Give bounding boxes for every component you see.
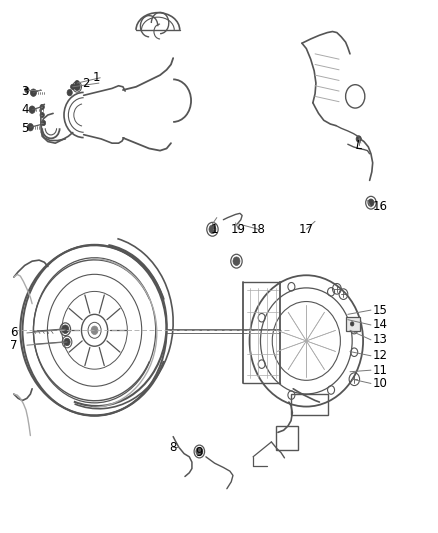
Ellipse shape <box>40 112 44 118</box>
Text: 6: 6 <box>10 326 18 340</box>
Ellipse shape <box>368 199 374 206</box>
Text: 11: 11 <box>373 364 388 377</box>
Ellipse shape <box>196 447 203 456</box>
Ellipse shape <box>25 87 29 93</box>
Ellipse shape <box>62 325 69 334</box>
Ellipse shape <box>30 89 36 96</box>
Ellipse shape <box>75 80 79 86</box>
Ellipse shape <box>350 322 354 326</box>
Text: 7: 7 <box>10 338 18 352</box>
Text: L: L <box>356 139 362 152</box>
Bar <box>346 317 360 331</box>
Text: 12: 12 <box>373 349 388 362</box>
Ellipse shape <box>209 225 216 233</box>
Ellipse shape <box>71 84 75 90</box>
Text: 5: 5 <box>21 122 28 135</box>
Ellipse shape <box>27 124 33 131</box>
Text: 18: 18 <box>251 223 266 236</box>
Ellipse shape <box>41 120 46 126</box>
Text: 13: 13 <box>373 333 388 346</box>
Text: 14: 14 <box>373 319 388 332</box>
Text: 1: 1 <box>211 223 219 236</box>
Ellipse shape <box>233 257 240 265</box>
Text: 3: 3 <box>21 85 28 98</box>
Text: 9: 9 <box>196 446 203 459</box>
Text: 19: 19 <box>231 223 246 236</box>
Ellipse shape <box>356 136 361 142</box>
Ellipse shape <box>250 275 363 407</box>
Text: 2: 2 <box>82 77 90 90</box>
Ellipse shape <box>91 326 98 335</box>
Bar <box>291 394 328 415</box>
Text: 1: 1 <box>93 71 100 84</box>
Text: 8: 8 <box>170 441 177 454</box>
Text: 4: 4 <box>21 103 28 116</box>
Ellipse shape <box>74 83 80 91</box>
Text: 15: 15 <box>373 304 388 317</box>
Ellipse shape <box>29 106 35 114</box>
Ellipse shape <box>64 338 70 346</box>
Bar <box>276 426 297 450</box>
Text: 10: 10 <box>373 377 388 390</box>
Ellipse shape <box>67 90 72 96</box>
Ellipse shape <box>40 104 44 110</box>
Text: 17: 17 <box>299 223 314 236</box>
Text: 16: 16 <box>373 200 388 213</box>
